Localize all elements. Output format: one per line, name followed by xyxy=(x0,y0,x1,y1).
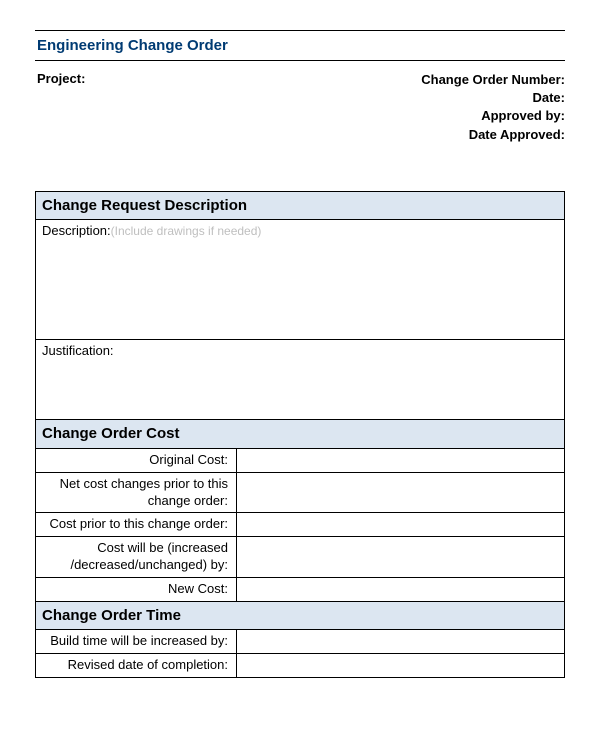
justification-cell[interactable]: Justification: xyxy=(36,340,565,420)
header-fields: Project: Change Order Number: Date: Appr… xyxy=(35,71,565,144)
new-cost-value[interactable] xyxy=(237,578,565,602)
original-cost-label: Original Cost: xyxy=(36,448,237,472)
revised-date-row: Revised date of completion: xyxy=(36,654,565,678)
section-request-header: Change Request Description xyxy=(36,191,565,220)
new-cost-row: New Cost: xyxy=(36,578,565,602)
section-time-header: Change Order Time xyxy=(36,601,565,630)
net-changes-label: Net cost changes prior to this change or… xyxy=(36,472,237,513)
section-cost-heading: Change Order Cost xyxy=(36,420,565,449)
approved-by-label: Approved by: xyxy=(481,107,565,125)
description-hint: (Include drawings if needed) xyxy=(111,224,262,238)
build-time-label: Build time will be increased by: xyxy=(36,630,237,654)
form-table: Change Request Description Description:(… xyxy=(35,191,565,679)
original-cost-value[interactable] xyxy=(237,448,565,472)
cost-will-be-row: Cost will be (increased /decreased/uncha… xyxy=(36,537,565,578)
revised-date-label: Revised date of completion: xyxy=(36,654,237,678)
justification-label: Justification: xyxy=(42,343,114,358)
new-cost-label: New Cost: xyxy=(36,578,237,602)
net-changes-value[interactable] xyxy=(237,472,565,513)
date-label: Date: xyxy=(532,89,565,107)
under-title-rule xyxy=(35,60,565,61)
cost-will-be-label: Cost will be (increased /decreased/uncha… xyxy=(36,537,237,578)
original-cost-row: Original Cost: xyxy=(36,448,565,472)
net-changes-row: Net cost changes prior to this change or… xyxy=(36,472,565,513)
build-time-value[interactable] xyxy=(237,630,565,654)
section-time-heading: Change Order Time xyxy=(36,601,565,630)
section-request-heading: Change Request Description xyxy=(36,191,565,220)
date-approved-label: Date Approved: xyxy=(469,126,565,144)
project-label: Project: xyxy=(35,71,85,144)
cost-prior-label: Cost prior to this change order: xyxy=(36,513,237,537)
cost-will-be-value[interactable] xyxy=(237,537,565,578)
spacer xyxy=(35,146,565,191)
top-rule xyxy=(35,30,565,31)
description-label: Description: xyxy=(42,223,111,238)
cost-prior-value[interactable] xyxy=(237,513,565,537)
header-right-block: Change Order Number: Date: Approved by: … xyxy=(421,71,565,144)
section-cost-header: Change Order Cost xyxy=(36,420,565,449)
change-order-number-label: Change Order Number: xyxy=(421,71,565,89)
description-row: Description:(Include drawings if needed) xyxy=(36,220,565,340)
justification-row: Justification: xyxy=(36,340,565,420)
revised-date-value[interactable] xyxy=(237,654,565,678)
cost-prior-row: Cost prior to this change order: xyxy=(36,513,565,537)
document-title: Engineering Change Order xyxy=(35,37,565,54)
description-cell[interactable]: Description:(Include drawings if needed) xyxy=(36,220,565,340)
build-time-row: Build time will be increased by: xyxy=(36,630,565,654)
